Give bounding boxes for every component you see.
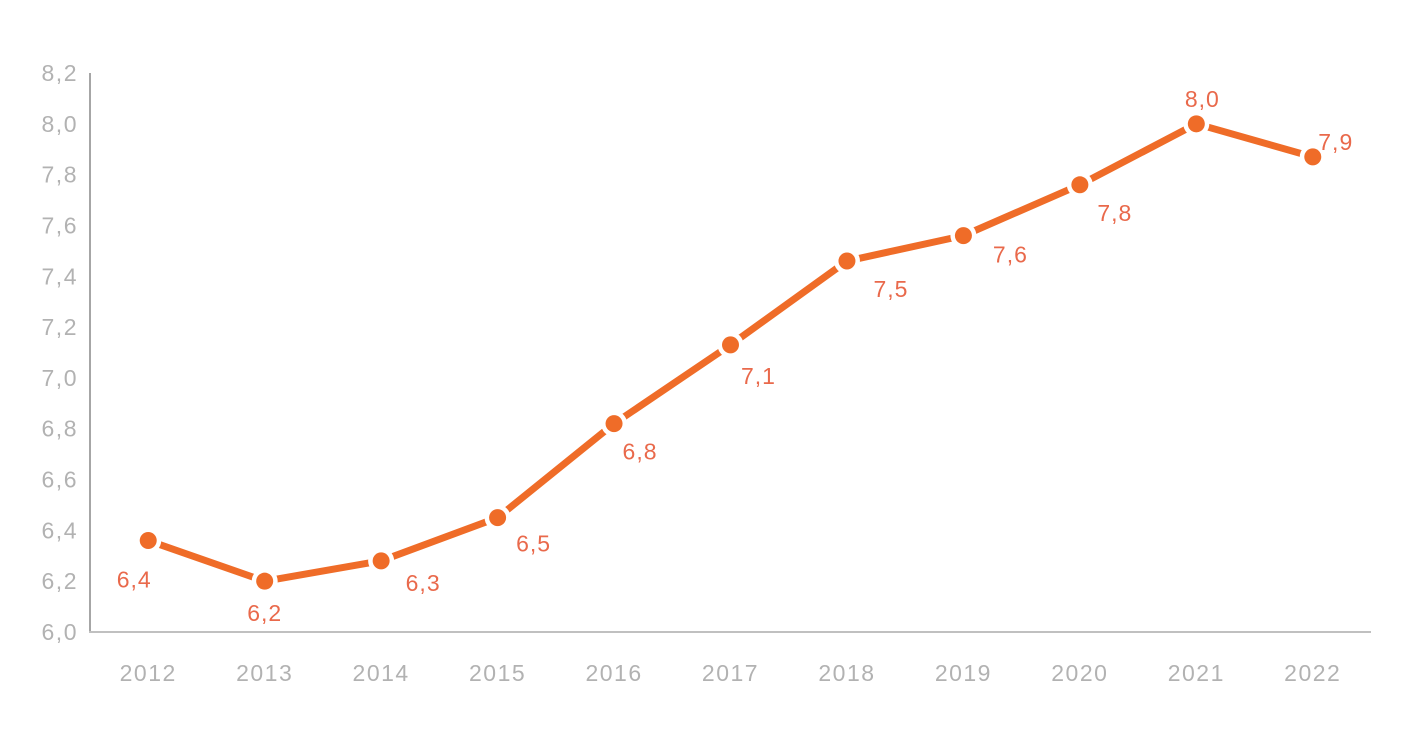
data-point-label: 6,2 bbox=[247, 600, 282, 626]
y-tick-label: 6,2 bbox=[42, 568, 78, 594]
data-point-label: 6,5 bbox=[516, 531, 551, 557]
data-point bbox=[1304, 148, 1322, 166]
y-tick-label: 8,2 bbox=[42, 60, 78, 86]
data-point bbox=[954, 227, 972, 245]
x-tick-label: 2013 bbox=[236, 660, 293, 686]
y-tick-label: 7,6 bbox=[42, 212, 78, 238]
data-point bbox=[256, 572, 274, 590]
data-point bbox=[838, 252, 856, 270]
y-tick-label: 7,8 bbox=[42, 162, 78, 188]
data-point-label: 7,1 bbox=[741, 363, 776, 389]
y-tick-label: 7,2 bbox=[42, 314, 78, 340]
data-point-label: 7,9 bbox=[1318, 129, 1353, 155]
data-point bbox=[489, 509, 507, 527]
x-tick-label: 2017 bbox=[702, 660, 759, 686]
data-point bbox=[605, 415, 623, 433]
x-tick-label: 2019 bbox=[935, 660, 992, 686]
data-point-label: 8,0 bbox=[1185, 86, 1220, 112]
data-point-label: 7,5 bbox=[873, 276, 908, 302]
x-tick-label: 2015 bbox=[469, 660, 526, 686]
y-tick-label: 7,0 bbox=[42, 365, 78, 391]
data-point-label: 7,8 bbox=[1097, 200, 1132, 226]
data-point-label: 6,4 bbox=[117, 567, 152, 593]
data-point bbox=[1071, 176, 1089, 194]
x-tick-label: 2022 bbox=[1284, 660, 1341, 686]
data-point-label: 6,3 bbox=[406, 570, 441, 596]
data-point-label: 7,6 bbox=[993, 242, 1028, 268]
y-tick-label: 6,8 bbox=[42, 416, 78, 442]
data-point-label: 6,8 bbox=[623, 439, 658, 465]
y-tick-label: 6,4 bbox=[42, 517, 78, 543]
x-tick-label: 2021 bbox=[1168, 660, 1225, 686]
y-tick-label: 8,0 bbox=[42, 111, 78, 137]
data-point bbox=[1187, 115, 1205, 133]
y-tick-label: 7,4 bbox=[42, 263, 78, 289]
y-tick-label: 6,0 bbox=[42, 619, 78, 645]
data-point bbox=[722, 336, 739, 354]
y-tick-label: 6,6 bbox=[42, 467, 78, 493]
x-tick-label: 2012 bbox=[120, 660, 177, 686]
x-tick-label: 2016 bbox=[585, 660, 642, 686]
data-point bbox=[139, 532, 157, 550]
x-tick-label: 2020 bbox=[1051, 660, 1108, 686]
data-point bbox=[372, 552, 390, 570]
x-tick-label: 2018 bbox=[818, 660, 875, 686]
x-tick-label: 2014 bbox=[353, 660, 410, 686]
